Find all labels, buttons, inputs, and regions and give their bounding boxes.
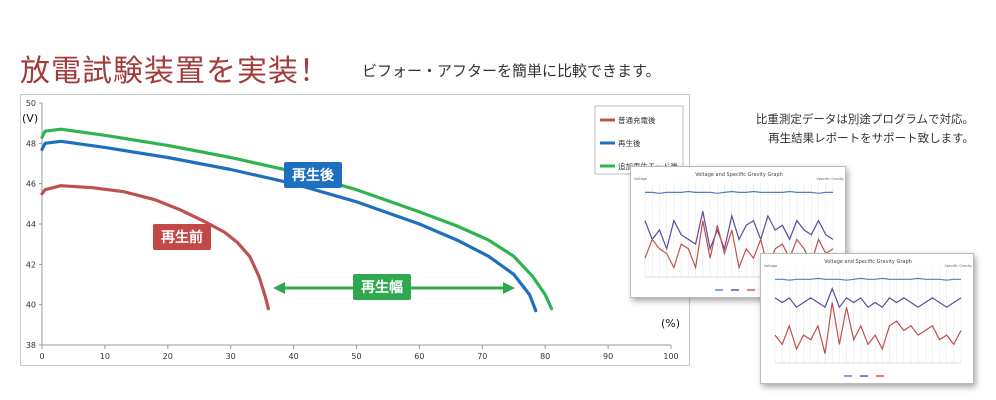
side-note: 比重測定データは別途プログラムで対応。 再生結果レポートをサポート致します。	[756, 110, 974, 148]
mini-1-title: Voltage and Specific Gravity Graph	[695, 172, 783, 178]
x-tick-label: 60	[414, 352, 424, 361]
range-arrow-right-head	[503, 282, 515, 294]
mini-2-ylabel: Voltage	[764, 264, 777, 268]
y-axis-label: (V)	[22, 112, 38, 125]
mini-1-ylabel: Voltage	[634, 177, 647, 181]
x-tick-label: 30	[226, 352, 236, 361]
x-tick-label: 20	[163, 352, 173, 361]
mini-chart-2: Voltage and Specific Gravity Graph Voltag…	[760, 253, 974, 384]
mini-2-series-3	[774, 302, 962, 354]
before-tag: 再生前	[153, 224, 211, 250]
mini-2-series-1	[775, 277, 961, 281]
mini-2-title: Voltage and Specific Gravity Graph	[824, 259, 912, 265]
legend-label-2: 再生後	[618, 138, 641, 148]
x-axis-label: (%)	[661, 317, 680, 330]
mini-chart-2-svg: Voltage and Specific Gravity Graph Voltag…	[764, 259, 972, 377]
x-tick-label: 0	[39, 352, 44, 361]
after-tag: 再生後	[284, 162, 342, 188]
page-subtitle: ビフォー・アフターを簡単に比較できます。	[362, 62, 661, 80]
series-line-2	[40, 139, 538, 313]
y-tick-label: 50	[26, 99, 36, 108]
x-tick-label: 10	[100, 352, 110, 361]
y-tick-label: 48	[26, 139, 36, 148]
series-line-3	[40, 127, 554, 311]
y-tick-label: 46	[26, 180, 36, 189]
y-tick-label: 44	[26, 220, 36, 229]
y-tick-label: 38	[26, 341, 36, 350]
y-tick-label: 42	[26, 260, 36, 269]
discharge-chart-svg: 38 40 42 44 46 48 50 0 10 20 30 40 50 60 70 80 90 100 (V) (…	[22, 99, 684, 361]
mini-1-series-2	[644, 211, 834, 251]
x-tick-label: 100	[663, 352, 678, 361]
page-title: 放電試験装置を実装！	[20, 54, 330, 89]
x-tick-label: 90	[603, 352, 613, 361]
range-tag: 再生幅	[353, 274, 411, 300]
legend-label-1: 普通充電後	[618, 115, 656, 125]
mini-1-series-3	[644, 220, 834, 270]
x-tick-label: 40	[289, 352, 299, 361]
y-tick-label: 40	[26, 301, 36, 310]
x-tick-label: 50	[351, 352, 361, 361]
mini-1-series-1	[645, 190, 833, 194]
range-arrow-left-head	[273, 282, 285, 294]
side-note-line-1: 比重測定データは別途プログラムで対応。	[755, 112, 974, 126]
x-tick-label: 70	[477, 352, 487, 361]
mini-chart-1-svg: Voltage and Specific Gravity Graph Voltag…	[634, 172, 844, 291]
series-line-1	[40, 184, 270, 311]
x-tick-label: 80	[540, 352, 550, 361]
mini-2-y2label: Specific Gravity	[944, 264, 972, 268]
mini-2-series-2	[774, 286, 962, 309]
side-note-line-2: 再生結果レポートをサポート致します。	[768, 131, 974, 145]
discharge-chart: 38 40 42 44 46 48 50 0 10 20 30 40 50 60 70 80 90 100 (V) (…	[20, 94, 690, 366]
mini-1-y2label: Specific Gravity	[816, 177, 844, 181]
